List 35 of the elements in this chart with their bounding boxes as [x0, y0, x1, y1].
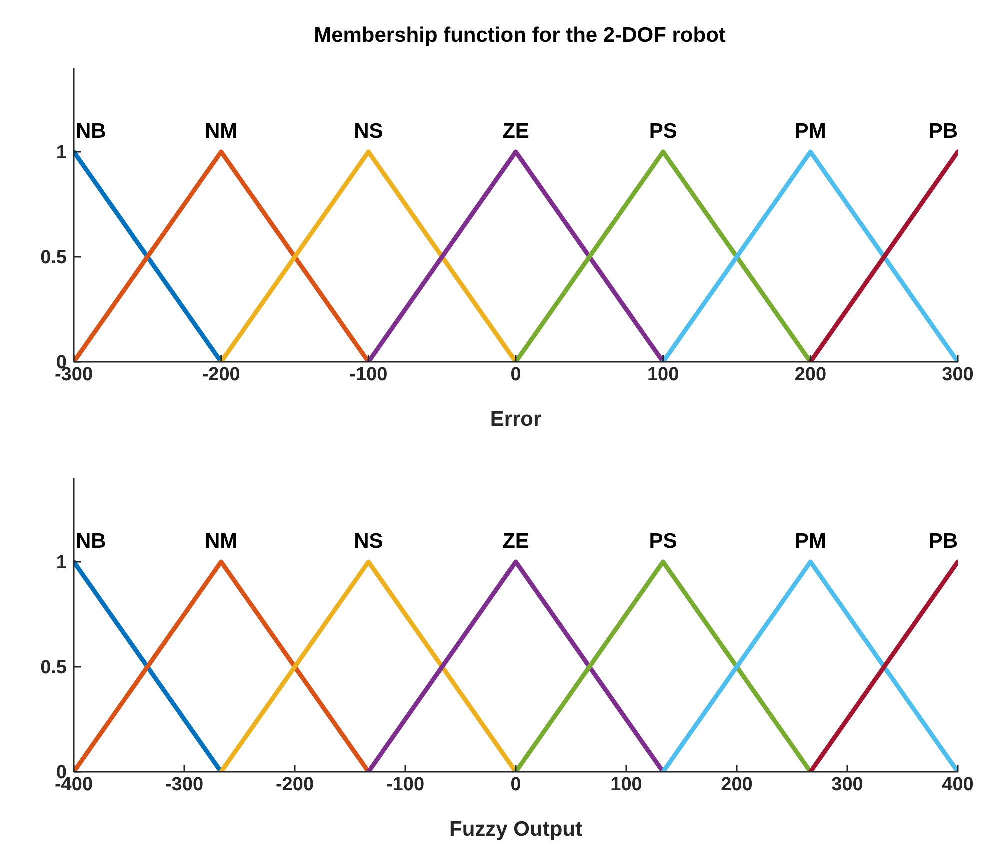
x-axis-title: Fuzzy Output — [450, 818, 582, 841]
x-tick-label: -100 — [350, 364, 388, 386]
x-tick-label: 400 — [942, 774, 974, 796]
y-tick-label: 1 — [56, 142, 68, 164]
series-label: PM — [794, 120, 826, 143]
y-tick-label: 0.5 — [40, 248, 68, 269]
y-tick-label: 0.5 — [40, 658, 68, 679]
x-tick-label: -300 — [165, 774, 204, 796]
chart-title: Membership function for the 2-DOF robot — [313, 23, 727, 49]
series-label: PM — [794, 530, 826, 553]
series-label: NS — [354, 530, 384, 553]
series-label: NB — [76, 530, 106, 553]
x-axis-title: Error — [490, 408, 542, 431]
x-tick-label: 300 — [832, 774, 864, 796]
series-label: NB — [76, 120, 106, 143]
x-tick-label: 0 — [510, 364, 522, 386]
x-tick-label: 100 — [610, 774, 642, 796]
series-label: ZE — [502, 530, 530, 553]
series-label: ZE — [502, 120, 530, 143]
series-label: PB — [928, 120, 958, 143]
series-label: NS — [354, 120, 384, 143]
x-tick-label: 200 — [721, 774, 753, 796]
x-tick-label: -200 — [202, 364, 240, 386]
series-label: PS — [649, 120, 678, 143]
x-tick-label: 0 — [510, 774, 522, 796]
x-tick-label: 300 — [942, 364, 974, 386]
x-tick-label: 100 — [647, 364, 680, 386]
series-label: NM — [204, 530, 238, 553]
series-label: PS — [649, 530, 678, 553]
x-tick-label: -200 — [276, 774, 314, 796]
series-label: PB — [928, 530, 958, 553]
x-tick-label: -100 — [386, 774, 425, 796]
series-label: NM — [204, 120, 238, 143]
x-tick-label: 200 — [794, 364, 827, 386]
y-tick-label: 1 — [56, 552, 68, 574]
